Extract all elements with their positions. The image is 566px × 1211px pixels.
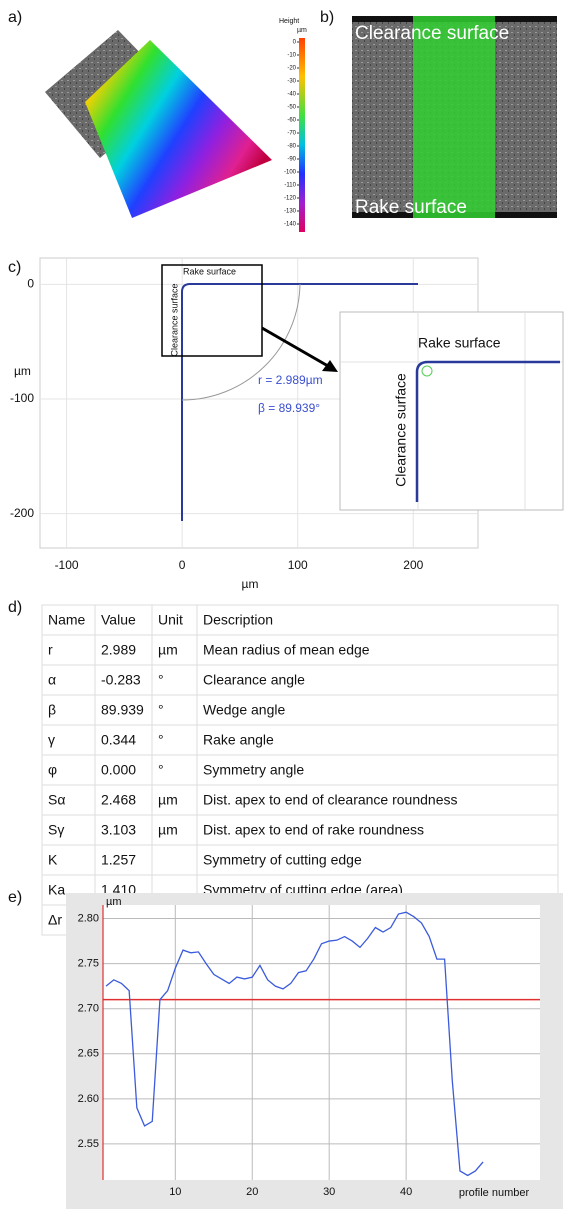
- y-axis-label: µm: [106, 896, 122, 908]
- table-cell: -0.283: [101, 672, 141, 688]
- x-tick-label: 10: [169, 1186, 181, 1198]
- table-cell: α: [48, 672, 56, 688]
- table-cell: °: [158, 732, 164, 748]
- table-cell: 2.989: [101, 642, 136, 658]
- panel-label: d): [8, 599, 22, 616]
- table-header-cell: Value: [101, 612, 136, 628]
- table-cell: µm: [158, 642, 178, 658]
- colorbar-tick-label: -60: [287, 118, 296, 124]
- y-tick-label: 2.75: [78, 958, 99, 970]
- table: Name Value Unit Description r 2.989 µm Mean rad…: [42, 605, 558, 935]
- table-cell: φ: [48, 762, 57, 778]
- panel-label: e): [8, 889, 22, 906]
- table-cell: Ka: [48, 882, 65, 898]
- colorbar-title: Height: [279, 18, 299, 25]
- x-tick-label: 0: [179, 558, 186, 572]
- colorbar-tick-label: -100: [284, 170, 297, 176]
- colorbar-tick-label: -130: [284, 209, 297, 215]
- colorbar-tick-label: -90: [287, 157, 296, 163]
- colorbar-tick-label: -140: [284, 222, 297, 228]
- image-text: Clearance surface: [355, 23, 509, 44]
- table-header-cell: Description: [203, 612, 273, 628]
- panel-label: a): [8, 9, 22, 26]
- table-cell: Clearance angle: [203, 672, 305, 688]
- table-cell: 0.000: [101, 762, 136, 778]
- x-tick-label: -100: [55, 558, 79, 572]
- annotation: β = 89.939°: [258, 401, 320, 415]
- arrow-head: [322, 360, 338, 372]
- y-tick-label: 2.80: [78, 912, 99, 924]
- table-cell: Mean radius of mean edge: [203, 642, 370, 658]
- table-cell: µm: [158, 792, 178, 808]
- annotation: r = 2.989µm: [258, 373, 323, 387]
- y-tick-label: -200: [10, 506, 34, 520]
- colorbar-tick-label: -20: [287, 66, 296, 72]
- x-tick-label: 100: [288, 558, 308, 572]
- table-cell: K: [48, 852, 58, 868]
- colorbar-tick-label: -120: [284, 196, 297, 202]
- arrow: [262, 328, 328, 366]
- y-axis-label: µm: [14, 364, 31, 378]
- table-cell: γ: [48, 732, 55, 748]
- y-tick-label: 2.60: [78, 1093, 99, 1105]
- inset-text: Clearance surface: [393, 373, 409, 487]
- table-cell: 0.344: [101, 732, 136, 748]
- table-cell: Wedge angle: [203, 702, 285, 718]
- x-tick-label: 20: [246, 1186, 258, 1198]
- x-tick-label: 200: [403, 558, 423, 572]
- panel-label: b): [320, 9, 334, 26]
- table-cell: °: [158, 702, 164, 718]
- colorbar-tick-label: -30: [287, 79, 296, 85]
- colorbar: [299, 38, 305, 232]
- table-cell: r: [48, 642, 53, 658]
- table-cell: Δr: [48, 912, 62, 928]
- figure: a) Height µm b) Clearance surface Rake s…: [0, 0, 566, 1211]
- image-text: Rake surface: [355, 197, 467, 218]
- table-cell: Dist. apex to end of rake roundness: [203, 822, 424, 838]
- panel-label: c): [8, 259, 21, 276]
- annotation: Rake surface: [183, 266, 236, 276]
- table-cell: 89.939: [101, 702, 144, 718]
- table-cell: β: [48, 702, 56, 718]
- x-tick-label: 40: [400, 1186, 412, 1198]
- plot-area: [103, 905, 540, 1180]
- table-cell: Dist. apex to end of clearance roundness: [203, 792, 458, 808]
- colorbar-tick-label: -40: [287, 92, 296, 98]
- table-cell: Symmetry angle: [203, 762, 304, 778]
- table-header-cell: Unit: [158, 612, 183, 628]
- colorbar-tick-label: -50: [287, 105, 296, 111]
- colorbar-tick-label: -70: [287, 131, 296, 137]
- colorbar-tick-label: -110: [284, 183, 296, 189]
- table-cell: 1.257: [101, 852, 136, 868]
- x-axis-label: profile number: [459, 1187, 530, 1199]
- table-cell: Rake angle: [203, 732, 274, 748]
- colorbar-tick-label: -80: [287, 144, 296, 150]
- table-cell: µm: [158, 822, 178, 838]
- y-tick-label: 0: [27, 277, 34, 291]
- x-tick-label: 30: [323, 1186, 335, 1198]
- highlight-band: [413, 16, 495, 218]
- table-cell: 3.103: [101, 822, 136, 838]
- y-tick-label: 2.65: [78, 1048, 99, 1060]
- table-header-cell: Name: [48, 612, 86, 628]
- annotation: Clearance surface: [169, 283, 179, 356]
- table-cell: Symmetry of cutting edge: [203, 852, 362, 868]
- table-cell: °: [158, 762, 164, 778]
- y-tick-label: 2.55: [78, 1138, 99, 1150]
- table-cell: 2.468: [101, 792, 136, 808]
- colorbar-unit: µm: [297, 27, 307, 34]
- y-tick-label: -100: [10, 391, 34, 405]
- table-cell: Sγ: [48, 822, 64, 838]
- table-cell: °: [158, 672, 164, 688]
- x-axis-label: µm: [242, 577, 259, 591]
- colorbar-tick-label: -10: [287, 53, 296, 59]
- y-tick-label: 2.70: [78, 1003, 99, 1015]
- colorbar-tick-label: 0: [293, 40, 297, 46]
- inset-text: Rake surface: [418, 335, 501, 351]
- table-cell: Sα: [48, 792, 65, 808]
